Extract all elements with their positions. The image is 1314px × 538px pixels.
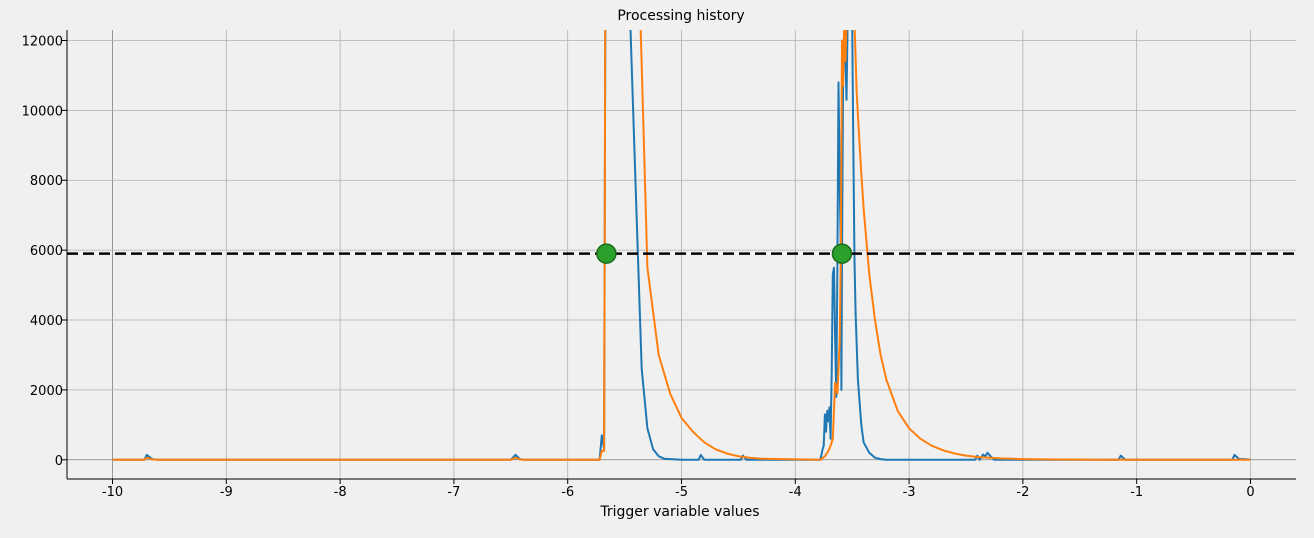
- x-tick-label: -7: [447, 485, 460, 500]
- crossing-marker-2: [831, 243, 853, 264]
- x-tick-label: -3: [903, 485, 916, 500]
- x-axis-label: Trigger variable values: [599, 504, 759, 520]
- x-tick-label: -8: [334, 485, 347, 500]
- overlay-layer: [67, 243, 1296, 264]
- x-tick-label: -1: [1130, 485, 1143, 500]
- series-layer: [112, 30, 1251, 461]
- chart-title: Processing history: [617, 8, 744, 24]
- crossing-marker-1: [596, 243, 617, 264]
- y-tick-label: 0: [55, 454, 63, 469]
- y-tick-label: 12000: [22, 34, 63, 49]
- x-tick-label: -6: [561, 485, 574, 500]
- x-tick-label: -4: [789, 485, 802, 500]
- x-tick-label: -2: [1016, 485, 1029, 500]
- y-tick-label: 4000: [30, 314, 63, 329]
- y-tick-label: 10000: [22, 104, 63, 119]
- axes: -10 -9 -8 -7 -6 -5 -4 -3 -2 -1 0020004000600080001…: [22, 30, 1296, 500]
- y-tick-label: 2000: [30, 384, 63, 399]
- x-tick-label: 0: [1246, 485, 1254, 500]
- x-tick-label: -10: [102, 485, 123, 500]
- y-tick-label: 8000: [30, 174, 63, 189]
- x-tick-label: -9: [220, 485, 233, 500]
- series-line-2: [112, 30, 1251, 461]
- y-tick-label: 6000: [30, 244, 63, 259]
- x-tick-label: -5: [675, 485, 688, 500]
- grid: [67, 30, 1296, 479]
